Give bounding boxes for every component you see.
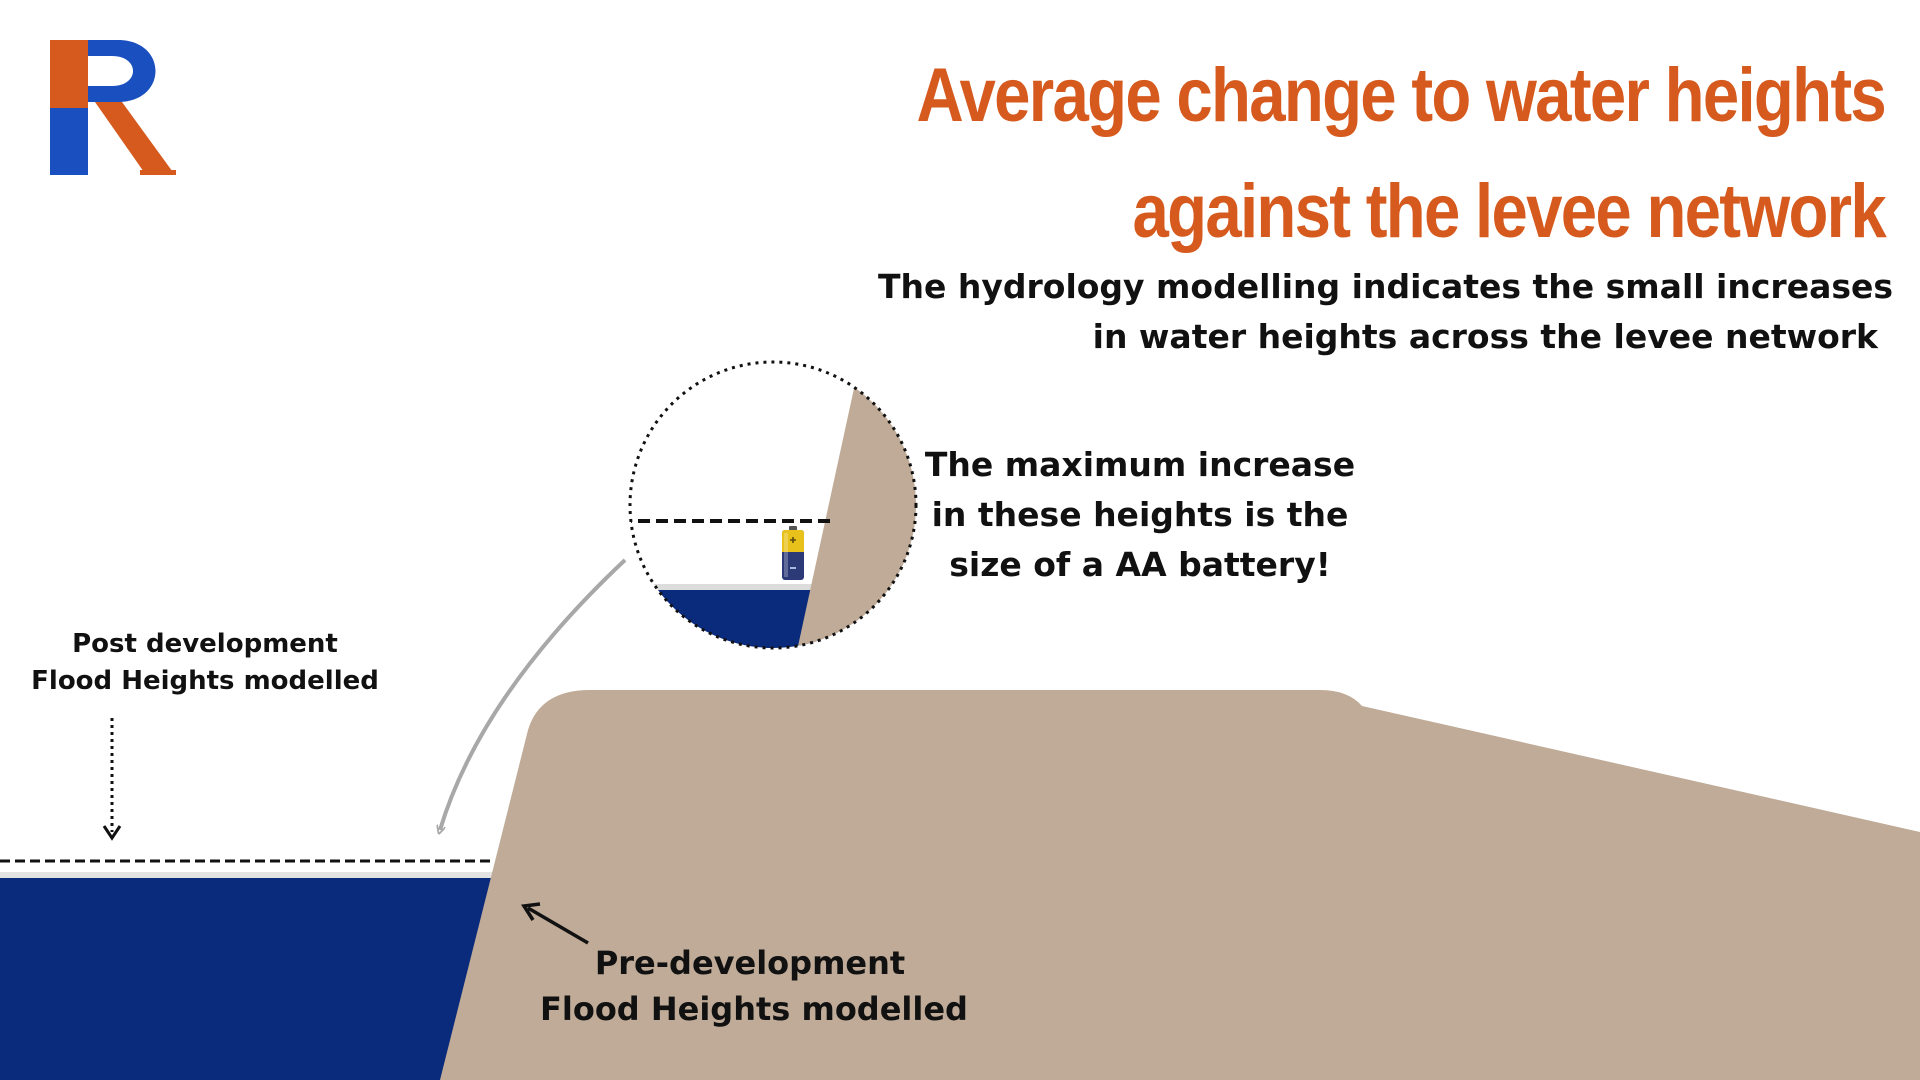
post-label-line-1: Post development	[72, 629, 338, 659]
logo	[50, 40, 176, 175]
pre-label-line-2: Flood Heights modelled	[540, 990, 968, 1028]
pre-development-label: Pre-development Flood Heights modelled	[540, 940, 968, 1032]
water-body	[0, 876, 520, 1080]
post-label-line-2: Flood Heights modelled	[31, 666, 379, 696]
battery-callout: The maximum increase in these heights is…	[910, 440, 1370, 590]
zoom-connector-arrow	[440, 558, 627, 830]
callout-line-3: size of a AA battery!	[949, 545, 1331, 584]
subtitle-line-2: in water heights across the levee networ…	[1092, 317, 1878, 356]
callout-line-1: The maximum increase	[924, 445, 1356, 484]
zoom-inset	[630, 362, 916, 648]
callout-line-2: in these heights is the	[931, 495, 1349, 534]
pre-label-line-1: Pre-development	[594, 944, 906, 982]
levee-bank	[440, 690, 1920, 1080]
post-development-label: Post development Flood Heights modelled	[20, 626, 390, 700]
page-title: Average change to water heights against …	[896, 38, 1887, 270]
title-line-2: against the levee network	[1132, 169, 1887, 254]
post-development-pointer-arrow	[102, 718, 122, 841]
subtitle-line-1: The hydrology modelling indicates the sm…	[878, 267, 1894, 306]
aa-battery-icon	[782, 526, 804, 580]
subtitle: The hydrology modelling indicates the sm…	[878, 262, 1894, 362]
pre-development-water-line	[0, 872, 500, 878]
zoom-circle-border	[628, 360, 918, 650]
title-line-1: Average change to water heights	[916, 53, 1886, 138]
pre-development-pointer-arrow	[521, 902, 589, 945]
